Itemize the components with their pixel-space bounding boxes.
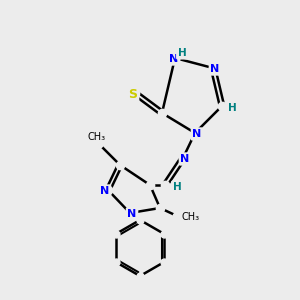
Text: N: N	[192, 129, 202, 139]
Text: N: N	[128, 209, 136, 219]
Text: N: N	[169, 54, 178, 64]
Text: CH₃: CH₃	[88, 132, 106, 142]
Text: N: N	[180, 154, 190, 164]
Text: H: H	[178, 48, 186, 58]
Text: H: H	[172, 182, 182, 192]
Text: H: H	[228, 103, 236, 113]
Text: N: N	[100, 186, 109, 196]
Text: CH₃: CH₃	[182, 212, 200, 222]
Text: S: S	[128, 88, 137, 100]
Text: N: N	[210, 64, 220, 74]
